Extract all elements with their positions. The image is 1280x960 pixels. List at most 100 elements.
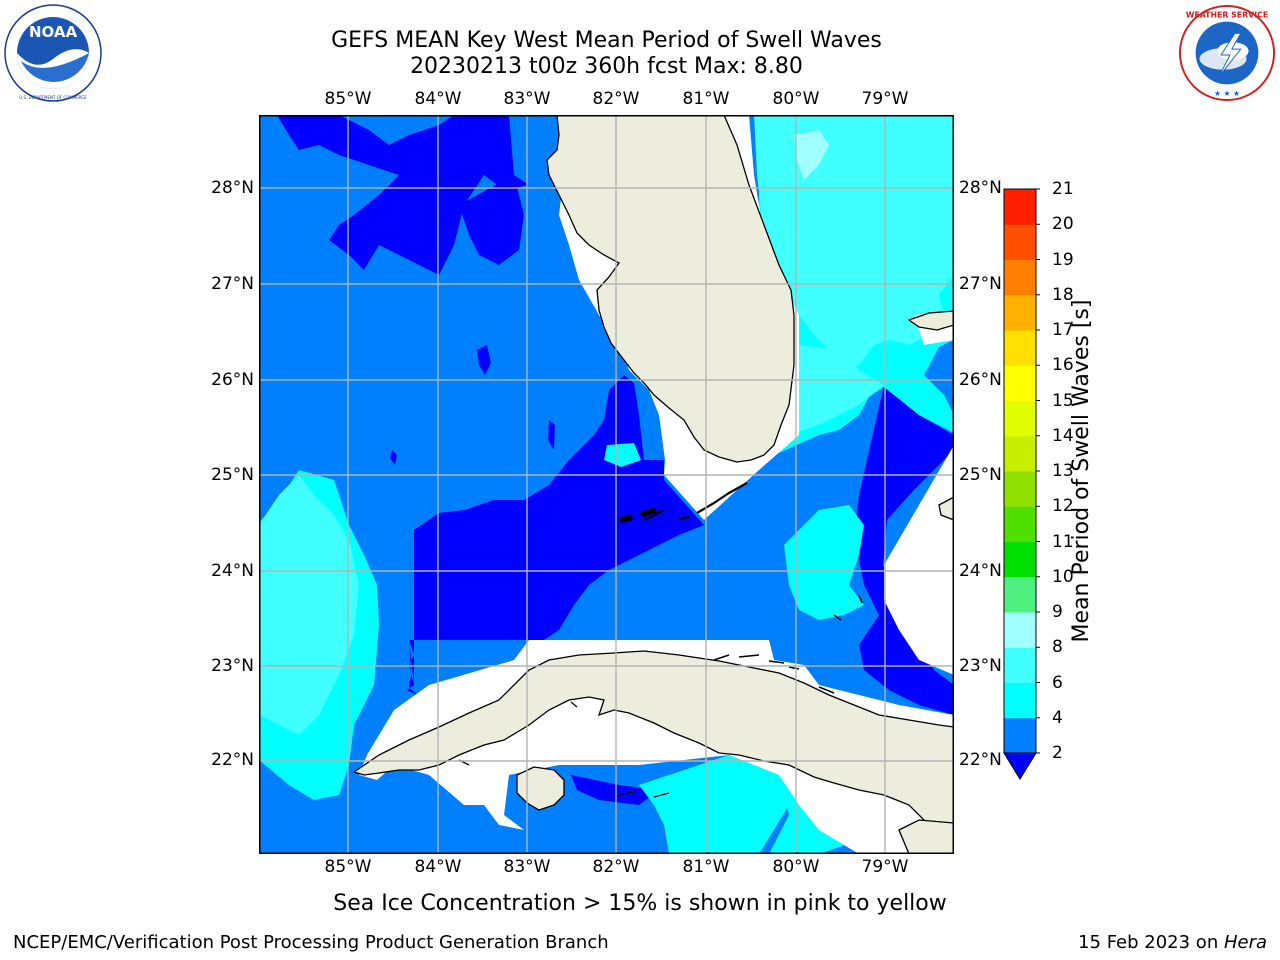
swell-field-below-2s-dot3 bbox=[390, 450, 397, 465]
colorbar-label: Mean Period of Swell Waves [s] bbox=[1069, 299, 1094, 643]
lon-label-top: 81°W bbox=[682, 89, 730, 109]
sea-ice-note: Sea Ice Concentration > 15% is shown in … bbox=[333, 891, 947, 916]
svg-text:★ ★ ★: ★ ★ ★ bbox=[1214, 89, 1240, 98]
florida-keys bbox=[626, 482, 748, 521]
lat-label-left: 24°N bbox=[211, 561, 254, 581]
lon-label-top: 85°W bbox=[324, 89, 372, 109]
lon-label-top: 83°W bbox=[503, 89, 551, 109]
lon-label-bottom: 81°W bbox=[682, 857, 730, 877]
colorbar-segments bbox=[1003, 188, 1037, 780]
colorbar-tick-label: 12 bbox=[1052, 496, 1074, 517]
colorbar-tick-label: 13 bbox=[1052, 461, 1074, 481]
lat-label-left: 23°N bbox=[211, 656, 254, 676]
colorbar-segment bbox=[1004, 294, 1036, 331]
colorbar-segment bbox=[1004, 224, 1036, 260]
chart-subtitle: 20230213 t00z 360h fcst Max: 8.80 bbox=[410, 54, 803, 79]
lat-label-left: 22°N bbox=[211, 750, 254, 770]
colorbar-tick-label: 19 bbox=[1052, 249, 1074, 270]
swell-field-below-2s-se bbox=[854, 385, 954, 715]
colorbar-tick-label: 20 bbox=[1052, 214, 1074, 235]
swell-field-below-2s-bottom bbox=[571, 775, 659, 805]
colorbar-tick-label: 21 bbox=[1052, 179, 1074, 199]
colorbar-tick-label: 17 bbox=[1052, 320, 1074, 340]
land-hispaniola-edge bbox=[898, 819, 954, 854]
colorbar-segment bbox=[1004, 435, 1036, 472]
swell-field-4-6s-center bbox=[784, 505, 864, 620]
map-plot bbox=[259, 115, 954, 854]
lat-label-left: 26°N bbox=[211, 370, 254, 390]
colorbar-segment bbox=[1004, 471, 1036, 507]
map-frame bbox=[259, 115, 954, 854]
land-isla-juventud bbox=[516, 766, 565, 811]
lat-label-left: 28°N bbox=[211, 178, 254, 198]
lon-label-bottom: 83°W bbox=[503, 857, 551, 877]
lat-label-right: 24°N bbox=[959, 561, 1002, 581]
small-cays bbox=[458, 701, 670, 798]
colorbar-extend-triangle bbox=[1003, 752, 1037, 780]
lat-label-right: 25°N bbox=[959, 465, 1002, 485]
colorbar-tick-label: 16 bbox=[1052, 355, 1074, 376]
swell-field-4-6s-south bbox=[639, 755, 789, 854]
colorbar-segment bbox=[1004, 647, 1036, 683]
colorbar-segment bbox=[1004, 330, 1036, 366]
colorbar-segment bbox=[1004, 717, 1036, 754]
lon-label-bottom: 84°W bbox=[414, 857, 462, 877]
colorbar-segment bbox=[1004, 541, 1036, 578]
lat-label-left: 25°N bbox=[211, 465, 254, 485]
colorbar-tick-label: 2 bbox=[1052, 743, 1063, 763]
swell-field-below-2s-nw2 bbox=[459, 175, 524, 265]
lat-label-right: 27°N bbox=[959, 274, 1002, 294]
colorbar-tick-label: 14 bbox=[1052, 425, 1074, 446]
footer-branch: NCEP/EMC/Verification Post Processing Pr… bbox=[13, 932, 609, 953]
keys-islands bbox=[619, 507, 657, 523]
cuba-cays bbox=[713, 594, 863, 694]
lat-label-left: 27°N bbox=[211, 274, 254, 294]
swell-field-below-2s-dot1 bbox=[477, 345, 491, 375]
colorbar-tick-label: 11 bbox=[1052, 531, 1074, 552]
colorbar-segment bbox=[1004, 576, 1036, 613]
footer-date-text: 15 Feb 2023 on bbox=[1078, 932, 1224, 953]
footer-date: 15 Feb 2023 on Hera bbox=[1078, 932, 1267, 954]
footer-host: Hera bbox=[1223, 932, 1267, 953]
chart-title: GEFS MEAN Key West Mean Period of Swell … bbox=[331, 28, 882, 53]
colorbar bbox=[1003, 188, 1040, 780]
colorbar-segment bbox=[1004, 612, 1036, 648]
svg-text:NOAA: NOAA bbox=[29, 23, 78, 41]
swell-field-below-2s-dot2 bbox=[548, 420, 555, 450]
masked-area-southeast bbox=[884, 445, 954, 675]
colorbar-segment bbox=[1004, 189, 1036, 225]
lat-label-right: 22°N bbox=[959, 750, 1002, 770]
swell-field-4-6s-spot1 bbox=[604, 443, 641, 467]
lon-label-bottom: 82°W bbox=[592, 857, 640, 877]
colorbar-tick-label: 10 bbox=[1052, 566, 1074, 587]
swell-field-6-8s-west bbox=[259, 475, 359, 735]
noaa-ring-text: U.S. DEPARTMENT OF COMMERCE bbox=[19, 95, 87, 100]
land-florida bbox=[546, 115, 795, 463]
colorbar-tick-label: 18 bbox=[1052, 284, 1074, 305]
swell-field-8-9s bbox=[794, 130, 829, 180]
lat-label-right: 26°N bbox=[959, 370, 1002, 390]
land-bahamas-andros bbox=[907, 310, 954, 331]
nws-ring-text: WEATHER SERVICE bbox=[1186, 11, 1269, 20]
lon-label-bottom: 85°W bbox=[324, 857, 372, 877]
nws-logo: WEATHER SERVICE ★ ★ ★ bbox=[1178, 4, 1276, 102]
colorbar-tick-label: 4 bbox=[1052, 707, 1063, 728]
colorbar-segment bbox=[1004, 682, 1036, 719]
colorbar-tick-label: 6 bbox=[1052, 672, 1063, 693]
colorbar-segment bbox=[1004, 506, 1036, 542]
lon-label-top: 79°W bbox=[861, 89, 909, 109]
colorbar-segment bbox=[1004, 400, 1036, 437]
land-cuba bbox=[352, 650, 954, 854]
land-bahamas-se bbox=[938, 496, 954, 521]
lat-label-right: 28°N bbox=[959, 178, 1002, 198]
noaa-logo: NOAA U.S. DEPARTMENT OF COMMERCE bbox=[4, 4, 102, 102]
lon-label-top: 82°W bbox=[592, 89, 640, 109]
lon-label-top: 80°W bbox=[772, 89, 820, 109]
swell-field-below-2s-nw bbox=[277, 115, 529, 275]
lon-label-bottom: 80°W bbox=[772, 857, 820, 877]
colorbar-tick-label: 15 bbox=[1052, 390, 1074, 411]
colorbar-tick-label: 9 bbox=[1052, 602, 1063, 622]
colorbar-segment bbox=[1004, 259, 1036, 296]
lon-label-top: 84°W bbox=[414, 89, 462, 109]
colorbar-tick-label: 8 bbox=[1052, 637, 1063, 658]
